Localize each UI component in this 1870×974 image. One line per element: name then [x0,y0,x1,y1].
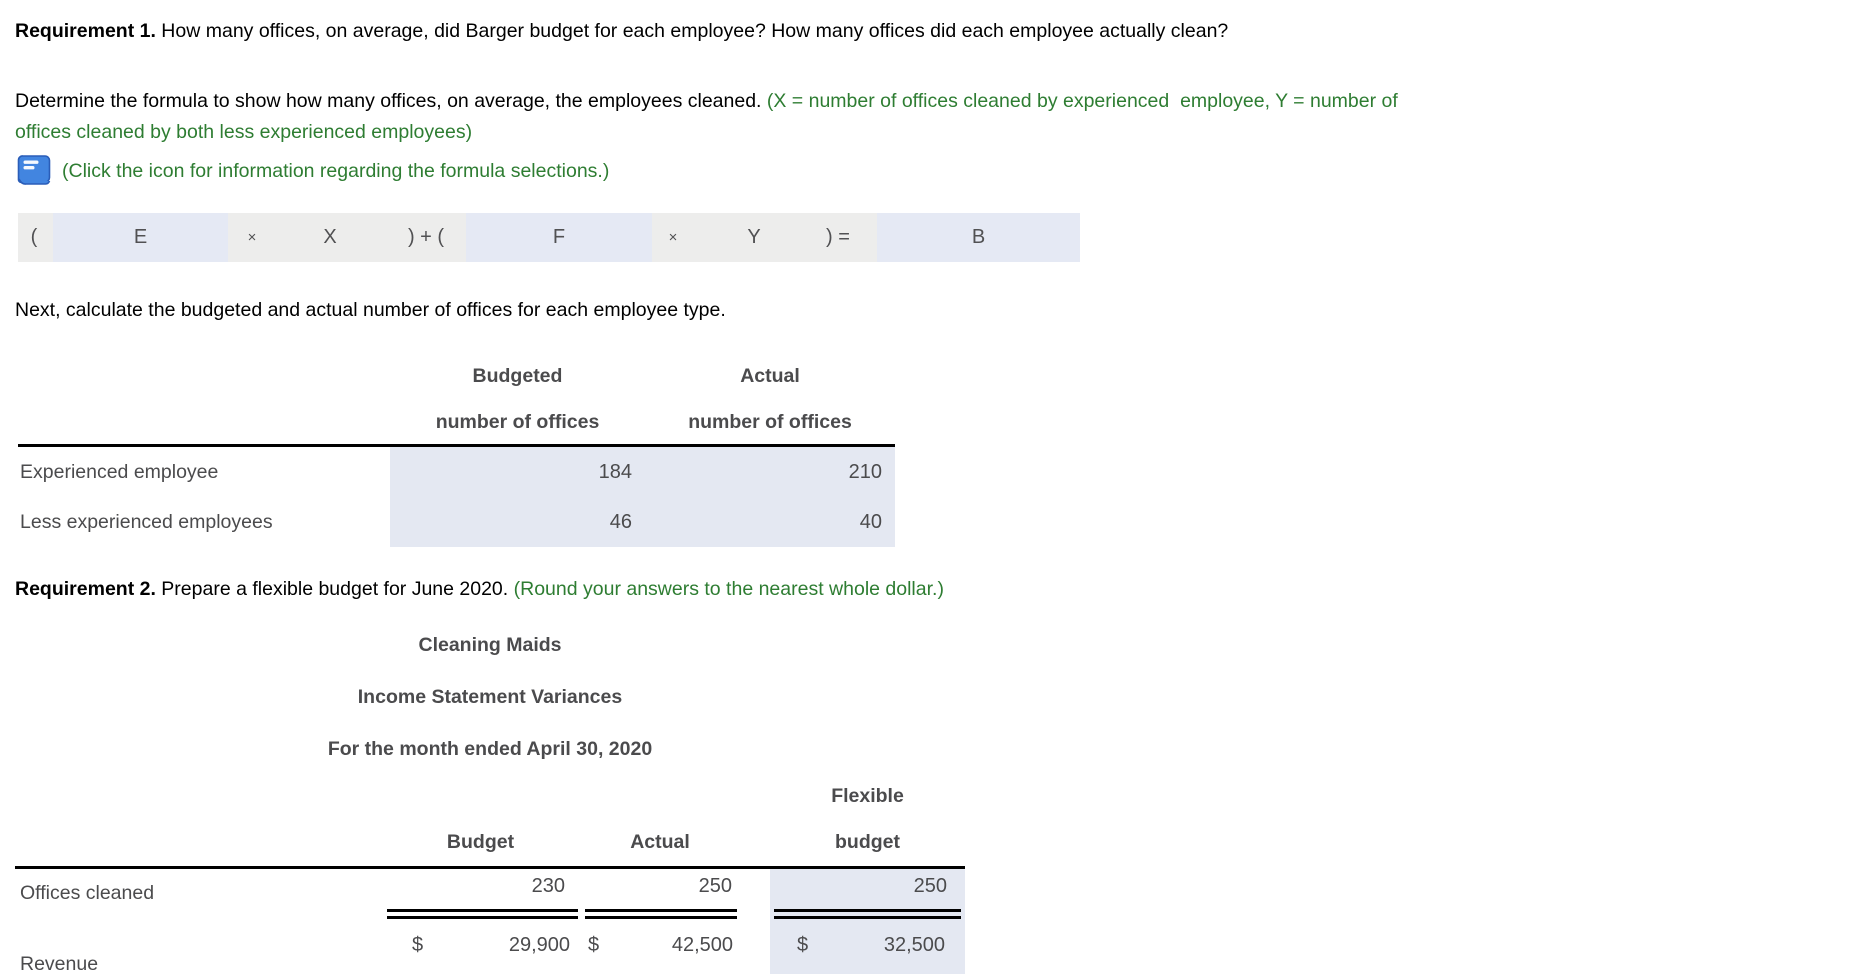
budgeted-input[interactable]: 46 [390,497,645,547]
requirement1-line: Requirement 1. How many offices, on aver… [15,20,1855,43]
formula-instructions-line1: Determine the formula to show how many o… [15,90,1398,112]
actual-value: 42,500 [671,934,733,956]
icon-hint-line: (Click the icon for information regardin… [15,153,609,190]
budgeted-header-line1: Budgeted [472,364,563,387]
flexible-input-column [770,869,965,974]
row-label: Less experienced employees [20,511,273,533]
statement-period: For the month ended April 30, 2020 [327,738,653,760]
formula-dropdown-3[interactable]: B [877,213,1080,262]
budget-money-cell: $ 29,900 [388,931,573,959]
requirement2-text: Prepare a flexible budget for June 2020. [155,578,514,600]
header-rule [15,866,965,869]
actual-input[interactable]: 40 [645,497,895,547]
statement-title: Income Statement Variances [357,686,623,708]
variable-x: X [323,226,337,248]
offices-table: Budgeted Actual number of offices number… [18,352,895,547]
double-rule [387,909,578,919]
actual-header-line1: Actual [740,364,800,387]
actual-column-header: Actual [630,831,690,853]
dollar-sign: $ [412,934,424,956]
book-icon[interactable] [15,153,53,190]
double-rule [585,909,737,919]
actual-header-line2: number of offices [688,410,852,433]
budget-value: 230 [531,875,565,897]
multiply-sign-1: × [247,229,257,246]
table-row: Experienced employee 184 210 [18,447,895,497]
actual-input[interactable]: 210 [645,447,895,497]
row-label: Offices cleaned [20,882,155,904]
table-row: Less experienced employees 46 40 [18,497,895,547]
company-name: Cleaning Maids [418,634,562,656]
offices-table-header: Budgeted Actual number of offices number… [18,352,895,447]
row-label: Revenue [20,953,99,974]
icon-hint-text: (Click the icon for information regardin… [62,160,610,182]
formula-instructions-line2: offices cleaned by both less experienced… [15,121,473,143]
formula-dropdown-2[interactable]: F [466,213,652,262]
variable-definitions: (X = number of offices cleaned by experi… [766,90,1398,112]
statement-headings: Cleaning Maids Income Statement Variance… [15,634,965,790]
actual-money-cell: $ 42,500 [583,931,737,959]
paren-plus: ) + ( [407,226,445,248]
requirement1-text: How many offices, on average, did Barger… [161,20,1229,42]
flexible-header-line2: budget [835,831,900,853]
row-label: Experienced employee [20,461,219,483]
flexible-input[interactable]: 250 [913,875,947,897]
double-rule [774,909,961,919]
requirement2-label: Requirement 2. [15,578,156,600]
budget-value: 29,900 [508,934,570,956]
budgeted-input[interactable]: 184 [390,447,645,497]
requirement2-hint: (Round your answers to the nearest whole… [513,578,944,600]
open-paren: ( [30,226,38,248]
requirement2-line: Requirement 2. Prepare a flexible budget… [15,578,1615,601]
budgeted-header-line2: number of offices [435,410,600,433]
flexible-money-input[interactable]: $ 32,500 [770,931,965,959]
dollar-sign: $ [797,934,809,956]
actual-value: 250 [698,875,732,897]
paren-equals: ) = [826,226,850,248]
formula-dropdown-1[interactable]: E [53,213,228,262]
flexible-budget-table: Flexible Budget Actual budget Offices cl… [15,785,965,974]
flexible-header-line1: Flexible [831,785,904,807]
variable-y: Y [747,226,761,248]
flexible-value: 32,500 [883,934,945,956]
formula-instructions: Determine the formula to show how many o… [15,86,1865,148]
multiply-sign-2: × [668,229,678,246]
dollar-sign: $ [588,934,600,956]
next-instruction: Next, calculate the budgeted and actual … [15,299,726,321]
formula-row: ( E × X ) + ( F × Y ) = B [18,213,1080,262]
requirement1-label: Requirement 1. [15,20,156,42]
budget-column-header: Budget [446,831,515,853]
